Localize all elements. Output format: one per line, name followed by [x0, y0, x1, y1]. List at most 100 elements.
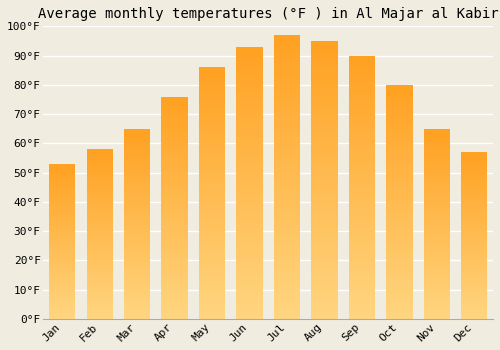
Bar — [162, 179, 188, 181]
Bar — [386, 246, 412, 248]
Bar — [86, 202, 113, 203]
Bar — [461, 267, 487, 269]
Bar — [199, 198, 225, 201]
Bar — [461, 169, 487, 170]
Bar — [162, 114, 188, 117]
Bar — [124, 176, 150, 178]
Bar — [162, 276, 188, 279]
Bar — [162, 199, 188, 201]
Bar — [199, 208, 225, 211]
Bar — [162, 234, 188, 237]
Bar — [349, 92, 375, 95]
Bar — [162, 203, 188, 205]
Bar — [86, 164, 113, 166]
Bar — [86, 190, 113, 191]
Bar — [312, 205, 338, 208]
Bar — [424, 292, 450, 294]
Bar — [124, 226, 150, 228]
Bar — [162, 183, 188, 186]
Bar — [386, 120, 412, 122]
Bar — [349, 121, 375, 124]
Bar — [274, 257, 300, 259]
Bar — [312, 230, 338, 233]
Bar — [461, 312, 487, 314]
Bar — [312, 280, 338, 283]
Bar — [274, 285, 300, 288]
Bar — [162, 312, 188, 314]
Bar — [424, 275, 450, 277]
Bar — [386, 260, 412, 263]
Bar — [274, 38, 300, 41]
Bar — [162, 174, 188, 176]
Bar — [49, 228, 76, 229]
Bar — [424, 186, 450, 188]
Bar — [236, 142, 262, 145]
Bar — [86, 314, 113, 315]
Bar — [461, 152, 487, 154]
Bar — [236, 123, 262, 126]
Bar — [386, 291, 412, 293]
Bar — [49, 243, 76, 244]
Bar — [124, 254, 150, 256]
Bar — [49, 311, 76, 313]
Bar — [124, 262, 150, 264]
Bar — [461, 225, 487, 227]
Bar — [199, 274, 225, 276]
Bar — [49, 297, 76, 299]
Bar — [274, 126, 300, 129]
Bar — [124, 182, 150, 184]
Bar — [236, 49, 262, 52]
Bar — [49, 198, 76, 199]
Bar — [312, 55, 338, 58]
Bar — [461, 302, 487, 304]
Bar — [386, 150, 412, 153]
Bar — [49, 217, 76, 218]
Bar — [162, 283, 188, 286]
Bar — [124, 270, 150, 271]
Bar — [274, 117, 300, 120]
Bar — [49, 207, 76, 209]
Bar — [49, 238, 76, 240]
Bar — [199, 80, 225, 82]
Bar — [236, 207, 262, 210]
Bar — [86, 283, 113, 285]
Bar — [199, 105, 225, 107]
Bar — [162, 186, 188, 188]
Bar — [274, 94, 300, 98]
Bar — [461, 282, 487, 284]
Bar — [274, 279, 300, 282]
Bar — [199, 88, 225, 90]
Bar — [86, 251, 113, 253]
Bar — [49, 274, 76, 275]
Bar — [274, 80, 300, 83]
Bar — [386, 272, 412, 274]
Bar — [424, 152, 450, 153]
Bar — [274, 203, 300, 205]
Bar — [124, 267, 150, 270]
Bar — [236, 82, 262, 85]
Bar — [312, 224, 338, 227]
Bar — [386, 195, 412, 197]
Bar — [386, 167, 412, 169]
Bar — [199, 120, 225, 122]
Bar — [162, 257, 188, 259]
Bar — [274, 290, 300, 293]
Bar — [86, 256, 113, 258]
Bar — [386, 181, 412, 183]
Bar — [86, 310, 113, 312]
Bar — [49, 215, 76, 217]
Bar — [236, 79, 262, 82]
Bar — [86, 253, 113, 254]
Bar — [199, 228, 225, 231]
Bar — [312, 277, 338, 280]
Bar — [236, 164, 262, 167]
Bar — [236, 314, 262, 316]
Bar — [162, 217, 188, 219]
Bar — [86, 197, 113, 198]
Bar — [274, 129, 300, 132]
Bar — [49, 296, 76, 297]
Bar — [274, 239, 300, 242]
Bar — [274, 75, 300, 78]
Bar — [124, 136, 150, 138]
Bar — [274, 78, 300, 80]
